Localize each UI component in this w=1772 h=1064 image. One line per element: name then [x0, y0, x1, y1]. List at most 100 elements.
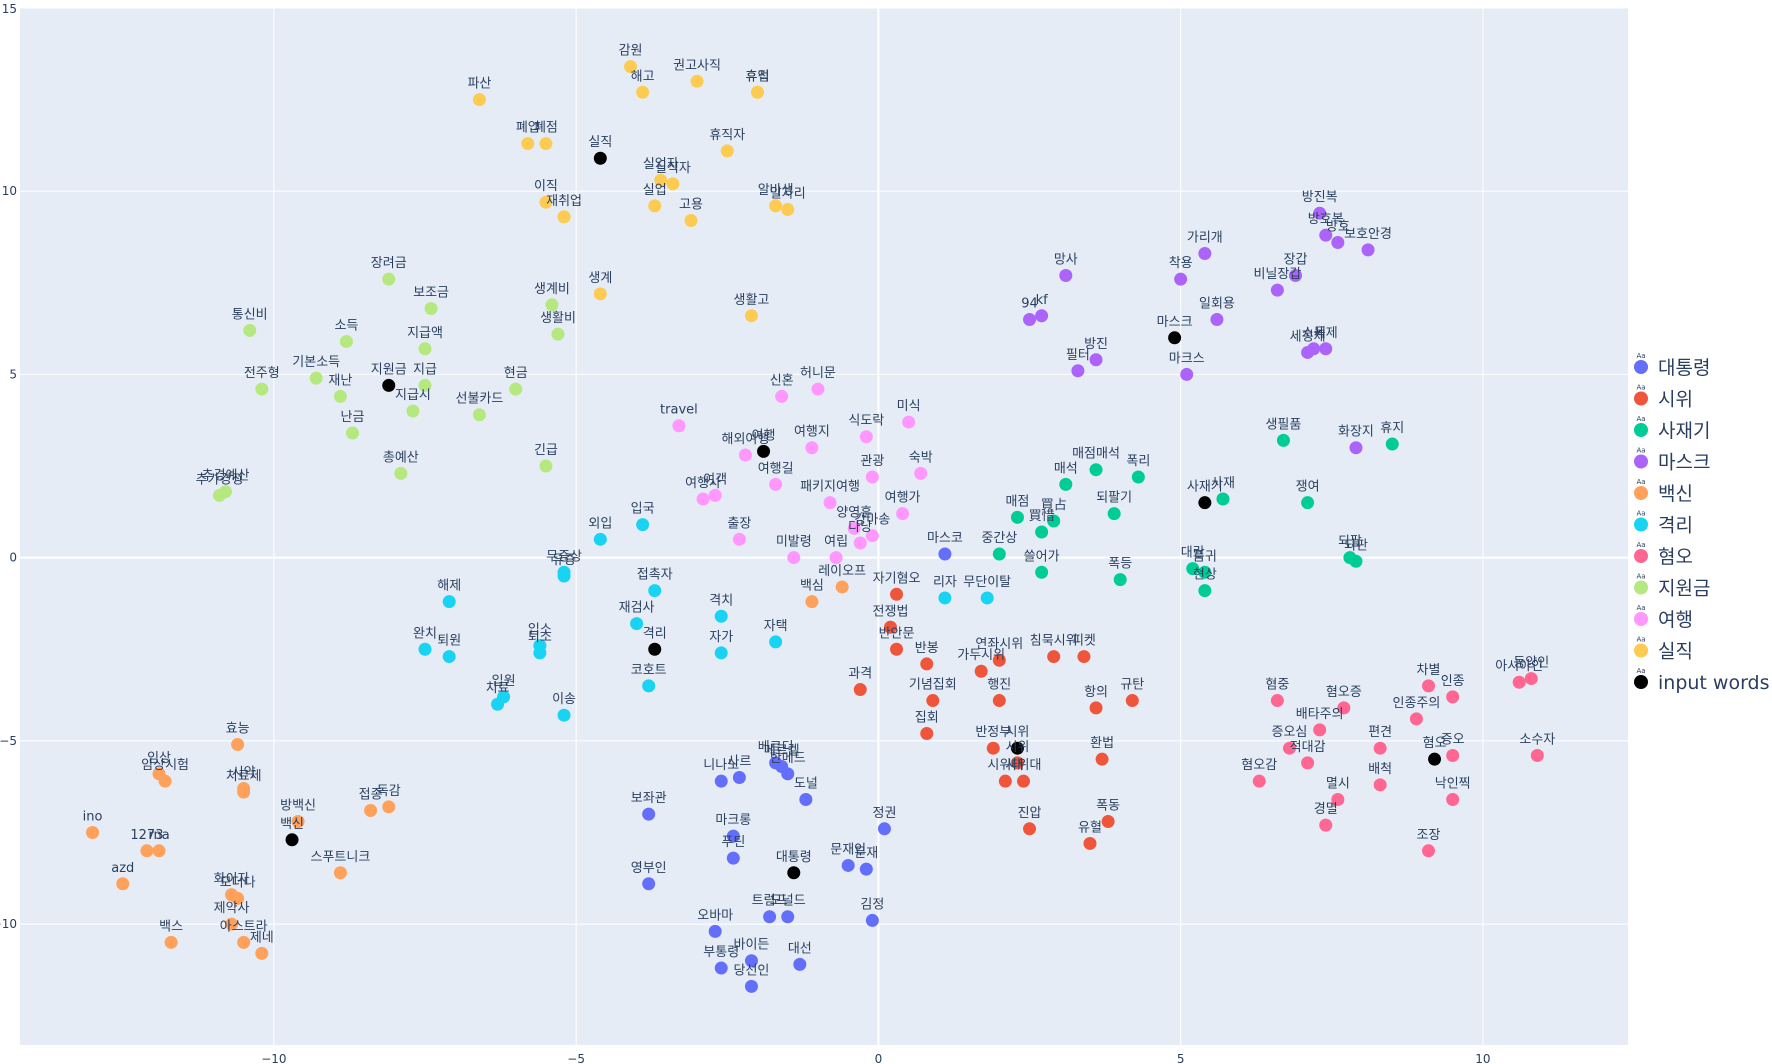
data-point[interactable] [811, 382, 825, 396]
data-point[interactable] [1010, 510, 1024, 524]
data-point[interactable] [1059, 477, 1073, 491]
data-point[interactable] [1385, 437, 1399, 451]
data-point[interactable] [557, 210, 571, 224]
legend-item[interactable]: Aa 혐오 [1634, 541, 1693, 568]
data-point[interactable] [775, 389, 789, 403]
data-point[interactable] [859, 430, 873, 444]
legend-item[interactable]: Aa 격리 [1634, 510, 1693, 537]
data-point[interactable] [823, 496, 837, 510]
data-point[interactable] [654, 173, 668, 187]
legend-item[interactable]: Aa 시위 [1634, 384, 1693, 411]
data-point[interactable] [853, 683, 867, 697]
data-point[interactable] [472, 408, 486, 422]
data-point[interactable] [333, 866, 347, 880]
data-point[interactable] [291, 814, 305, 828]
data-point[interactable] [980, 591, 994, 605]
data-point[interactable] [1289, 268, 1303, 282]
data-point[interactable] [533, 646, 547, 660]
data-point[interactable] [648, 199, 662, 213]
data-point[interactable] [339, 334, 353, 348]
data-point[interactable] [696, 492, 710, 506]
data-point[interactable] [545, 298, 559, 312]
data-point[interactable] [799, 792, 813, 806]
data-point[interactable] [164, 935, 178, 949]
legend-item[interactable]: Aa 대통령 [1634, 352, 1710, 379]
data-point[interactable] [219, 485, 233, 499]
data-point[interactable] [672, 419, 686, 433]
data-point[interactable] [1282, 741, 1296, 755]
data-point[interactable] [1071, 364, 1085, 378]
data-point[interactable] [1047, 514, 1061, 528]
data-point[interactable] [1512, 675, 1526, 689]
data-point[interactable] [521, 137, 535, 151]
data-point[interactable] [1530, 749, 1544, 763]
data-point[interactable] [920, 727, 934, 741]
data-point[interactable] [1446, 749, 1460, 763]
data-point[interactable] [853, 536, 867, 550]
data-point[interactable] [714, 961, 728, 975]
data-point[interactable] [1198, 565, 1212, 579]
data-point[interactable] [1180, 367, 1194, 381]
data-point[interactable] [551, 327, 565, 341]
data-point[interactable] [757, 444, 771, 458]
data-point[interactable] [732, 532, 746, 546]
data-point[interactable] [333, 389, 347, 403]
data-point[interactable] [1331, 236, 1345, 250]
data-point[interactable] [1301, 756, 1315, 770]
data-point[interactable] [896, 507, 910, 521]
data-point[interactable] [775, 760, 789, 774]
data-point[interactable] [732, 771, 746, 785]
data-point[interactable] [1446, 690, 1460, 704]
data-point[interactable] [539, 195, 553, 209]
data-point[interactable] [1186, 562, 1200, 576]
data-point[interactable] [1125, 694, 1139, 708]
data-point[interactable] [309, 371, 323, 385]
data-point[interactable] [684, 214, 698, 228]
data-point[interactable] [1168, 331, 1182, 345]
data-point[interactable] [140, 844, 154, 858]
data-point[interactable] [769, 199, 783, 213]
data-point[interactable] [708, 488, 722, 502]
data-point[interactable] [158, 774, 172, 788]
data-point[interactable] [1113, 573, 1127, 587]
data-point[interactable] [1349, 554, 1363, 568]
data-point[interactable] [1313, 206, 1327, 220]
data-point[interactable] [859, 862, 873, 876]
data-point[interactable] [1319, 342, 1333, 356]
data-point[interactable] [442, 595, 456, 609]
data-point[interactable] [902, 415, 916, 429]
data-point[interactable] [1131, 470, 1145, 484]
data-point[interactable] [1198, 496, 1212, 510]
data-point[interactable] [642, 877, 656, 891]
data-point[interactable] [938, 591, 952, 605]
data-point[interactable] [557, 708, 571, 722]
data-point[interactable] [1349, 441, 1363, 455]
data-point[interactable] [593, 151, 607, 165]
legend-item[interactable]: Aa input words [1634, 667, 1770, 694]
data-point[interactable] [938, 547, 952, 561]
data-point[interactable] [666, 177, 680, 191]
data-point[interactable] [1035, 309, 1049, 323]
data-point[interactable] [1216, 492, 1230, 506]
data-point[interactable] [491, 697, 505, 711]
legend-item[interactable]: Aa 마스크 [1634, 447, 1710, 474]
data-point[interactable] [382, 272, 396, 286]
data-point[interactable] [636, 85, 650, 99]
data-point[interactable] [926, 694, 940, 708]
data-point[interactable] [781, 203, 795, 217]
data-point[interactable] [769, 635, 783, 649]
data-point[interactable] [992, 653, 1006, 667]
data-point[interactable] [1524, 672, 1538, 686]
legend-item[interactable]: Aa 여행 [1634, 604, 1693, 631]
data-point[interactable] [1101, 814, 1115, 828]
data-point[interactable] [152, 844, 166, 858]
data-point[interactable] [805, 441, 819, 455]
data-point[interactable] [1422, 679, 1436, 693]
data-point[interactable] [442, 650, 456, 664]
data-point[interactable] [539, 459, 553, 473]
data-point[interactable] [865, 470, 879, 484]
data-point[interactable] [769, 477, 783, 491]
data-point[interactable] [890, 642, 904, 656]
data-point[interactable] [726, 851, 740, 865]
data-point[interactable] [1428, 752, 1442, 766]
